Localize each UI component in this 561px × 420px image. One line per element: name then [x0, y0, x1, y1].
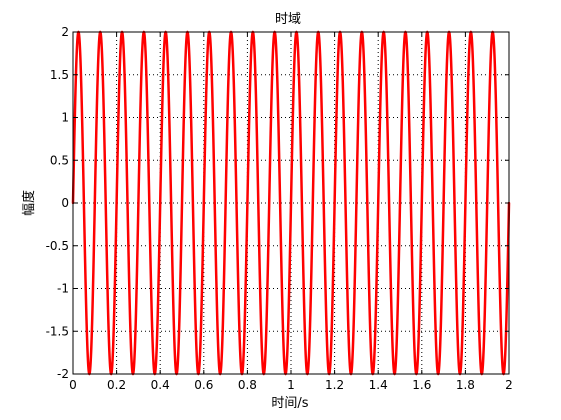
x-tick-label: 1.2 [325, 378, 344, 392]
x-tick-label: 0.6 [194, 378, 213, 392]
y-tick-label: 2 [61, 25, 69, 39]
axis-ticks [72, 31, 510, 375]
chart-title: 时域 [275, 12, 301, 27]
y-axis-tick-labels: 2 1.5 1 0.5 0 -0.5 -1 -1.5 -2 [46, 25, 69, 381]
x-axis-tick-labels: 0 0.2 0.4 0.6 0.8 1 1.2 1.4 1.6 1.8 2 [69, 378, 513, 392]
y-tick-label: -2 [57, 367, 69, 381]
y-tick-label: 1 [61, 111, 69, 125]
series-line [71, 30, 511, 376]
x-tick-label: 1.4 [369, 378, 388, 392]
x-tick-label: 0.2 [107, 378, 126, 392]
y-tick-label: 0 [61, 196, 69, 210]
x-tick-label: 0.8 [238, 378, 257, 392]
y-tick-label: 0.5 [50, 153, 69, 167]
x-axis-label: 时间/s [271, 396, 308, 411]
x-tick-label: 1.8 [456, 378, 475, 392]
x-tick-label: 2 [505, 378, 513, 392]
y-tick-label: 1.5 [50, 68, 69, 82]
x-tick-label: 1.6 [412, 378, 431, 392]
y-tick-label: -1 [57, 282, 69, 296]
y-axis-label: 幅度 [21, 190, 37, 216]
x-tick-label: 1 [287, 378, 295, 392]
plot-area [71, 30, 511, 376]
y-tick-label: -1.5 [46, 324, 69, 338]
x-tick-label: 0 [69, 378, 77, 392]
y-tick-label: -0.5 [46, 239, 69, 253]
x-tick-label: 0.4 [151, 378, 170, 392]
